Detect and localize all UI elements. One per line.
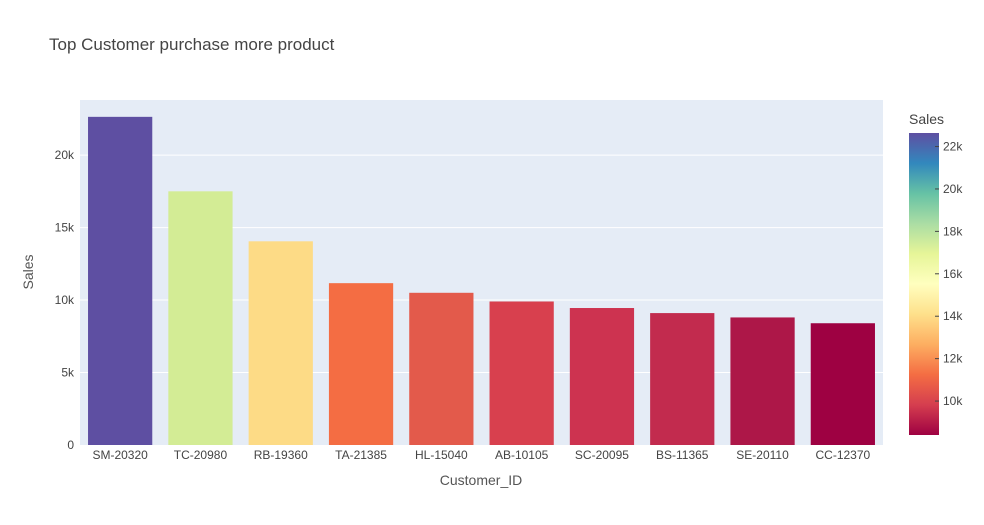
x-axis-ticks: SM-20320 TC-20980 RB-19360 TA-21385 HL-15040…: [92, 448, 870, 462]
x-tick-label: BS-11365: [656, 448, 709, 462]
y-tick-label: 15k: [55, 221, 75, 235]
bar[interactable]: [168, 191, 233, 445]
colorbar-tick-label: 20k: [943, 182, 963, 196]
bar[interactable]: [409, 292, 474, 445]
x-tick-label: TA-21385: [335, 448, 387, 462]
colorbar-gradient: [909, 133, 939, 435]
bar[interactable]: [810, 323, 875, 445]
x-tick-label: AB-10105: [495, 448, 549, 462]
bars: [88, 116, 875, 445]
bar[interactable]: [489, 301, 554, 445]
x-tick-label: RB-19360: [254, 448, 308, 462]
colorbar-tick-label: 18k: [943, 224, 963, 238]
x-tick-label: TC-20980: [174, 448, 228, 462]
x-tick-label: HL-15040: [415, 448, 468, 462]
bar[interactable]: [650, 313, 715, 445]
colorbar-tick-label: 12k: [943, 352, 963, 366]
y-axis-ticks: 0 5k 10k 15k 20k: [55, 148, 75, 452]
y-tick-label: 5k: [61, 366, 75, 380]
colorbar-tick-label: 22k: [943, 140, 963, 154]
bar[interactable]: [88, 116, 153, 445]
x-axis-title: Customer_ID: [440, 472, 522, 488]
colorbar-title: Sales: [909, 111, 944, 127]
bar[interactable]: [730, 317, 795, 445]
y-tick-label: 10k: [55, 293, 75, 307]
colorbar-ticks: 10k 12k 14k 16k 18k 20k 22k: [935, 140, 963, 408]
chart-title: Top Customer purchase more product: [49, 35, 335, 54]
x-tick-label: CC-12370: [815, 448, 870, 462]
bar[interactable]: [328, 283, 394, 445]
x-tick-label: SM-20320: [92, 448, 148, 462]
bar[interactable]: [248, 241, 313, 445]
colorbar-tick-label: 10k: [943, 394, 963, 408]
y-tick-label: 0: [67, 438, 74, 452]
x-tick-label: SE-20110: [736, 448, 789, 462]
colorbar-tick-label: 14k: [943, 309, 963, 323]
y-axis-title: Sales: [20, 254, 36, 289]
x-tick-label: SC-20095: [575, 448, 629, 462]
y-tick-label: 20k: [55, 148, 75, 162]
colorbar-tick-label: 16k: [943, 267, 963, 281]
colorbar: Sales 10k 12k 14k 16k 18k 20k 22k: [909, 111, 963, 435]
bar[interactable]: [569, 308, 635, 445]
